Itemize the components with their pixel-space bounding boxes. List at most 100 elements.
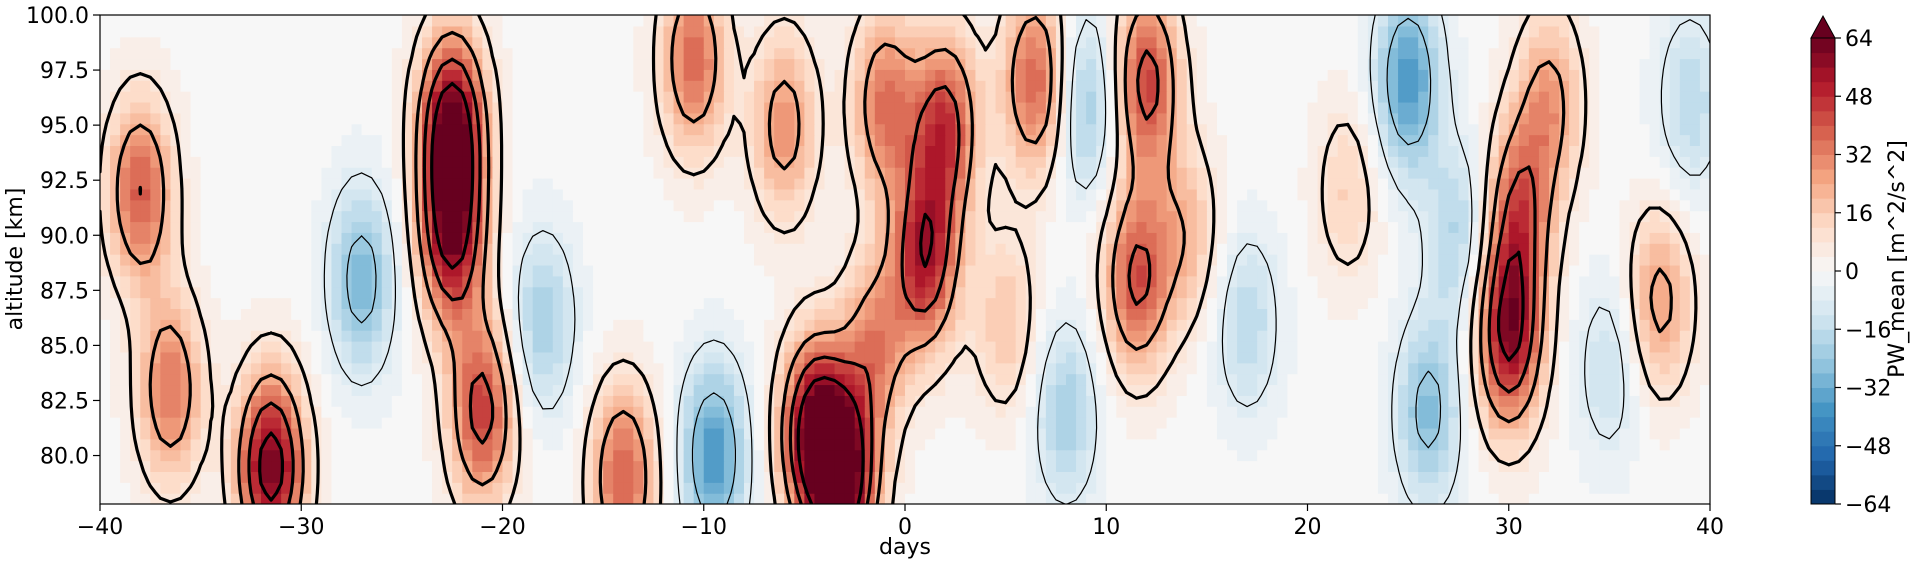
heatmap-cell (1196, 243, 1208, 255)
heatmap-cell (1609, 221, 1621, 233)
heatmap-cell (1528, 460, 1540, 472)
heatmap-cell (361, 243, 373, 255)
heatmap-cell (271, 199, 282, 212)
heatmap-cell (1549, 308, 1560, 320)
heatmap-cell (673, 460, 685, 472)
heatmap-cell (100, 427, 111, 440)
heatmap-cell (985, 232, 997, 244)
heatmap-cell (1347, 264, 1359, 277)
heatmap-cell (1377, 438, 1389, 451)
heatmap-cell (1559, 362, 1570, 375)
heatmap-cell (1086, 330, 1097, 342)
heatmap-cell (1357, 341, 1369, 353)
heatmap-cell (271, 308, 282, 320)
heatmap-cell (160, 199, 172, 212)
heatmap-cell (955, 264, 966, 277)
heatmap-cell (754, 275, 765, 288)
heatmap-cell (190, 199, 202, 212)
heatmap-cell (1569, 178, 1580, 190)
heatmap-cell (1106, 254, 1117, 266)
heatmap-cell (1619, 351, 1631, 364)
heatmap-cell (120, 449, 131, 462)
heatmap-cell (1367, 243, 1379, 255)
heatmap-cell (361, 308, 373, 320)
heatmap-cell (935, 341, 946, 353)
heatmap-cell (794, 330, 805, 342)
heatmap-cell (371, 221, 383, 233)
heatmap-cell (1216, 482, 1228, 494)
heatmap-cell (1116, 243, 1127, 255)
heatmap-cell (291, 362, 302, 375)
heatmap-cell (1549, 232, 1560, 244)
heatmap-cell (381, 460, 393, 472)
heatmap-cell (1247, 395, 1258, 407)
heatmap-cell (1206, 275, 1218, 288)
heatmap-cell (673, 221, 685, 233)
heatmap-cell (1297, 330, 1309, 342)
heatmap-cell (744, 362, 755, 375)
heatmap-cell (210, 275, 222, 288)
heatmap-cell (200, 275, 212, 288)
heatmap-cell (1649, 482, 1661, 494)
heatmap-cell (422, 156, 433, 168)
heatmap-cell (1518, 373, 1530, 386)
heatmap-cell (1337, 362, 1349, 375)
heatmap-cell (613, 188, 624, 201)
heatmap-cell (1589, 351, 1600, 364)
heatmap-cell (1589, 188, 1600, 201)
heatmap-cell (1388, 341, 1399, 353)
heatmap-cell (1116, 351, 1127, 364)
heatmap-cell (1549, 254, 1560, 266)
heatmap-cell (1116, 264, 1127, 277)
heatmap-cell (542, 319, 554, 331)
heatmap-cell (995, 275, 1007, 288)
heatmap-cell (1347, 167, 1359, 179)
heatmap-cell (1609, 286, 1621, 299)
heatmap-cell (603, 471, 614, 483)
heatmap-cell (190, 319, 202, 331)
heatmap-cell (110, 178, 121, 190)
heatmap-cell (663, 341, 675, 353)
heatmap-cell (1699, 460, 1710, 472)
heatmap-cell (915, 178, 926, 190)
heatmap-cell (522, 362, 534, 375)
heatmap-cell (391, 297, 403, 309)
heatmap-cell (371, 188, 383, 201)
heatmap-cell (623, 417, 634, 429)
heatmap-cell (1196, 417, 1208, 429)
heatmap-cell (160, 482, 172, 494)
heatmap-cell (1367, 471, 1379, 483)
heatmap-cell (572, 384, 584, 396)
heatmap-cell (1448, 297, 1460, 309)
heatmap-cell (1216, 493, 1228, 504)
heatmap-cell (512, 210, 524, 223)
heatmap-cell (381, 254, 393, 266)
heatmap-cell (1609, 308, 1621, 320)
heatmap-cell (1347, 297, 1359, 309)
heatmap-cell (321, 243, 333, 255)
heatmap-cell (170, 395, 182, 407)
heatmap-cell (995, 417, 1007, 429)
heatmap-cell (472, 286, 483, 299)
heatmap-cell (110, 341, 121, 353)
heatmap-cell (130, 167, 141, 179)
heatmap-cell (945, 330, 956, 342)
heatmap-cell (733, 460, 745, 472)
heatmap-cell (1488, 243, 1500, 255)
heatmap-cell (1307, 438, 1319, 451)
heatmap-cell (1076, 395, 1087, 407)
heatmap-cell (1408, 199, 1419, 212)
heatmap-cell (140, 417, 151, 429)
heatmap-cell (1337, 438, 1349, 451)
heatmap-cell (361, 417, 373, 429)
heatmap-cell (1247, 254, 1258, 266)
heatmap-cell (562, 449, 574, 462)
heatmap-cell (522, 460, 534, 472)
heatmap-cell (784, 351, 795, 364)
heatmap-cell (1257, 395, 1268, 407)
heatmap-cell (1025, 406, 1037, 418)
heatmap-cell (603, 199, 614, 212)
heatmap-cell (1699, 406, 1710, 418)
heatmap-cell (1488, 351, 1500, 364)
heatmap-cell (784, 384, 795, 396)
